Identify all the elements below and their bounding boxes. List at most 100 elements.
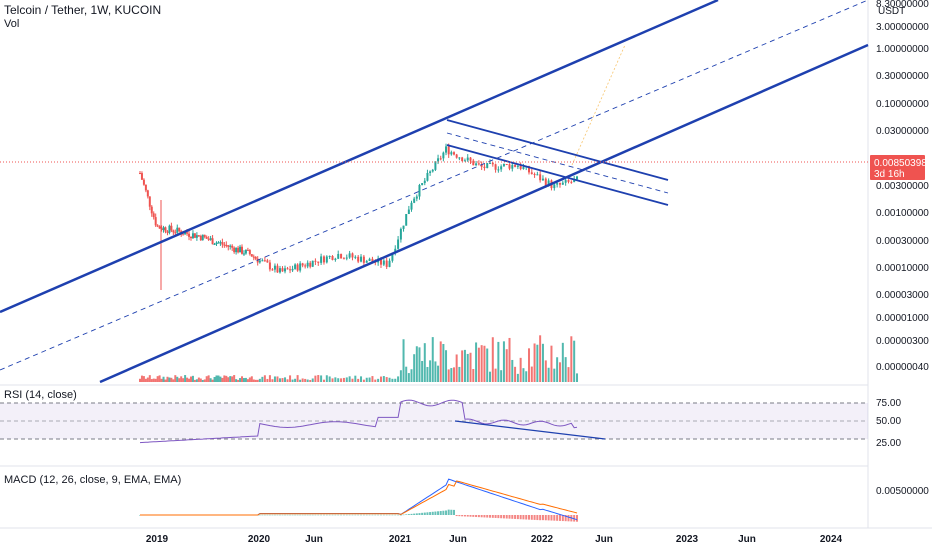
volume-label[interactable]: Vol xyxy=(4,18,20,30)
candle-body xyxy=(191,233,194,239)
candle-body xyxy=(445,146,448,153)
candle-body xyxy=(193,233,196,238)
candle-body xyxy=(182,234,185,236)
macd-histogram-bar xyxy=(306,514,309,516)
volume-bar xyxy=(244,377,247,382)
macd-histogram-bar xyxy=(311,514,314,516)
candle-body xyxy=(447,146,450,155)
macd-histogram-bar xyxy=(322,514,325,516)
volume-bar xyxy=(197,377,200,382)
candle-body xyxy=(244,249,247,254)
candle-body xyxy=(418,184,421,197)
candle-body xyxy=(368,258,371,261)
macd-histogram-bar xyxy=(434,511,437,515)
trend-line[interactable] xyxy=(0,0,719,314)
volume-bar xyxy=(276,376,279,382)
volume-bar xyxy=(217,375,220,382)
candle-body xyxy=(342,258,345,260)
volume-bar xyxy=(391,378,394,382)
volume-bar xyxy=(168,377,171,382)
volume-bar xyxy=(233,375,236,382)
candle-body xyxy=(205,236,208,239)
macd-histogram-bar xyxy=(296,514,299,516)
chart-title[interactable]: Telcoin / Tether, 1W, KUCOIN xyxy=(4,3,162,17)
macd-histogram-bar xyxy=(489,515,492,518)
volume-bar xyxy=(299,379,302,382)
volume-bar xyxy=(407,373,410,382)
rsi-label[interactable]: RSI (14, close) xyxy=(4,389,77,401)
candle-body xyxy=(190,236,192,239)
candle-body xyxy=(322,256,325,263)
candle-body xyxy=(480,164,483,167)
volume-bar xyxy=(227,377,230,382)
volume-bar xyxy=(541,343,544,382)
candle-body xyxy=(434,161,437,170)
candle-body xyxy=(450,152,453,155)
rsi-trendline[interactable] xyxy=(454,420,606,440)
volume-bar xyxy=(325,375,328,382)
time-tick-label: Jun xyxy=(449,534,467,545)
trend-line[interactable] xyxy=(446,132,669,194)
volume-bar xyxy=(570,336,573,382)
candle-body xyxy=(278,268,281,273)
price-tick-label: 0.00000040 xyxy=(876,362,929,373)
volume-bar xyxy=(553,368,556,382)
candle-body xyxy=(195,235,198,238)
macd-histogram-bar xyxy=(413,513,416,515)
macd-histogram-bar xyxy=(325,514,328,516)
volume-bar xyxy=(533,343,536,382)
volume-bar xyxy=(148,375,151,382)
time-axis[interactable]: 2019 2020 Jun 2021 Jun 2022 Jun 2023 Jun 2024 xyxy=(146,534,843,545)
volume-bar xyxy=(368,377,371,382)
macd-histogram-bar xyxy=(371,514,374,516)
candle-body xyxy=(229,245,232,247)
volume-bar xyxy=(455,354,458,382)
volume-bar xyxy=(547,367,550,382)
candle-body xyxy=(215,242,218,245)
candle-body xyxy=(388,260,391,267)
trend-line[interactable] xyxy=(446,119,669,181)
volume-bar xyxy=(576,373,579,382)
volume-bar xyxy=(410,369,413,382)
macd-histogram-bar xyxy=(314,514,317,516)
volume-bar xyxy=(144,378,147,382)
candle-body xyxy=(519,165,522,169)
volume-bar xyxy=(193,379,196,382)
candle-body xyxy=(160,228,163,230)
volume-bar xyxy=(489,371,492,382)
candle-body xyxy=(567,180,570,182)
volume-bar xyxy=(252,379,255,382)
volume-bar xyxy=(558,362,561,382)
candle-body xyxy=(530,172,533,174)
trend-line[interactable] xyxy=(446,144,669,206)
trend-line[interactable] xyxy=(571,44,626,166)
volume-bar xyxy=(231,376,234,382)
macd-histogram-bar xyxy=(334,514,337,516)
candle-body xyxy=(423,180,426,184)
trend-drawings[interactable] xyxy=(0,0,869,384)
candle-body xyxy=(197,235,200,237)
time-tick-label: 2023 xyxy=(676,534,699,545)
macd-histogram-bar xyxy=(382,514,385,516)
macd-label[interactable]: MACD (12, 26, close, 9, EMA, EMA) xyxy=(4,474,182,486)
volume-bar xyxy=(328,376,331,382)
macd-histogram-bar xyxy=(530,515,533,520)
volume-bar xyxy=(150,379,153,382)
price-tick-label: 0.10000000 xyxy=(876,99,929,110)
candle-body xyxy=(164,227,167,232)
volume-bar xyxy=(388,377,391,382)
candle-body xyxy=(508,164,511,169)
price-axis[interactable]: 8.30000000 3.00000000 1.00000000 0.30000000… xyxy=(876,0,929,497)
candle-body xyxy=(402,225,405,229)
macd-histogram-bar xyxy=(550,515,553,521)
time-tick-label: 2020 xyxy=(248,534,271,545)
volume-bar xyxy=(237,379,240,382)
volume-bar xyxy=(180,376,183,382)
trend-line[interactable] xyxy=(0,0,869,371)
macd-histogram-bar xyxy=(328,514,331,516)
trend-line[interactable] xyxy=(99,43,869,384)
volume-bar xyxy=(284,377,287,382)
candle-body xyxy=(217,242,220,244)
